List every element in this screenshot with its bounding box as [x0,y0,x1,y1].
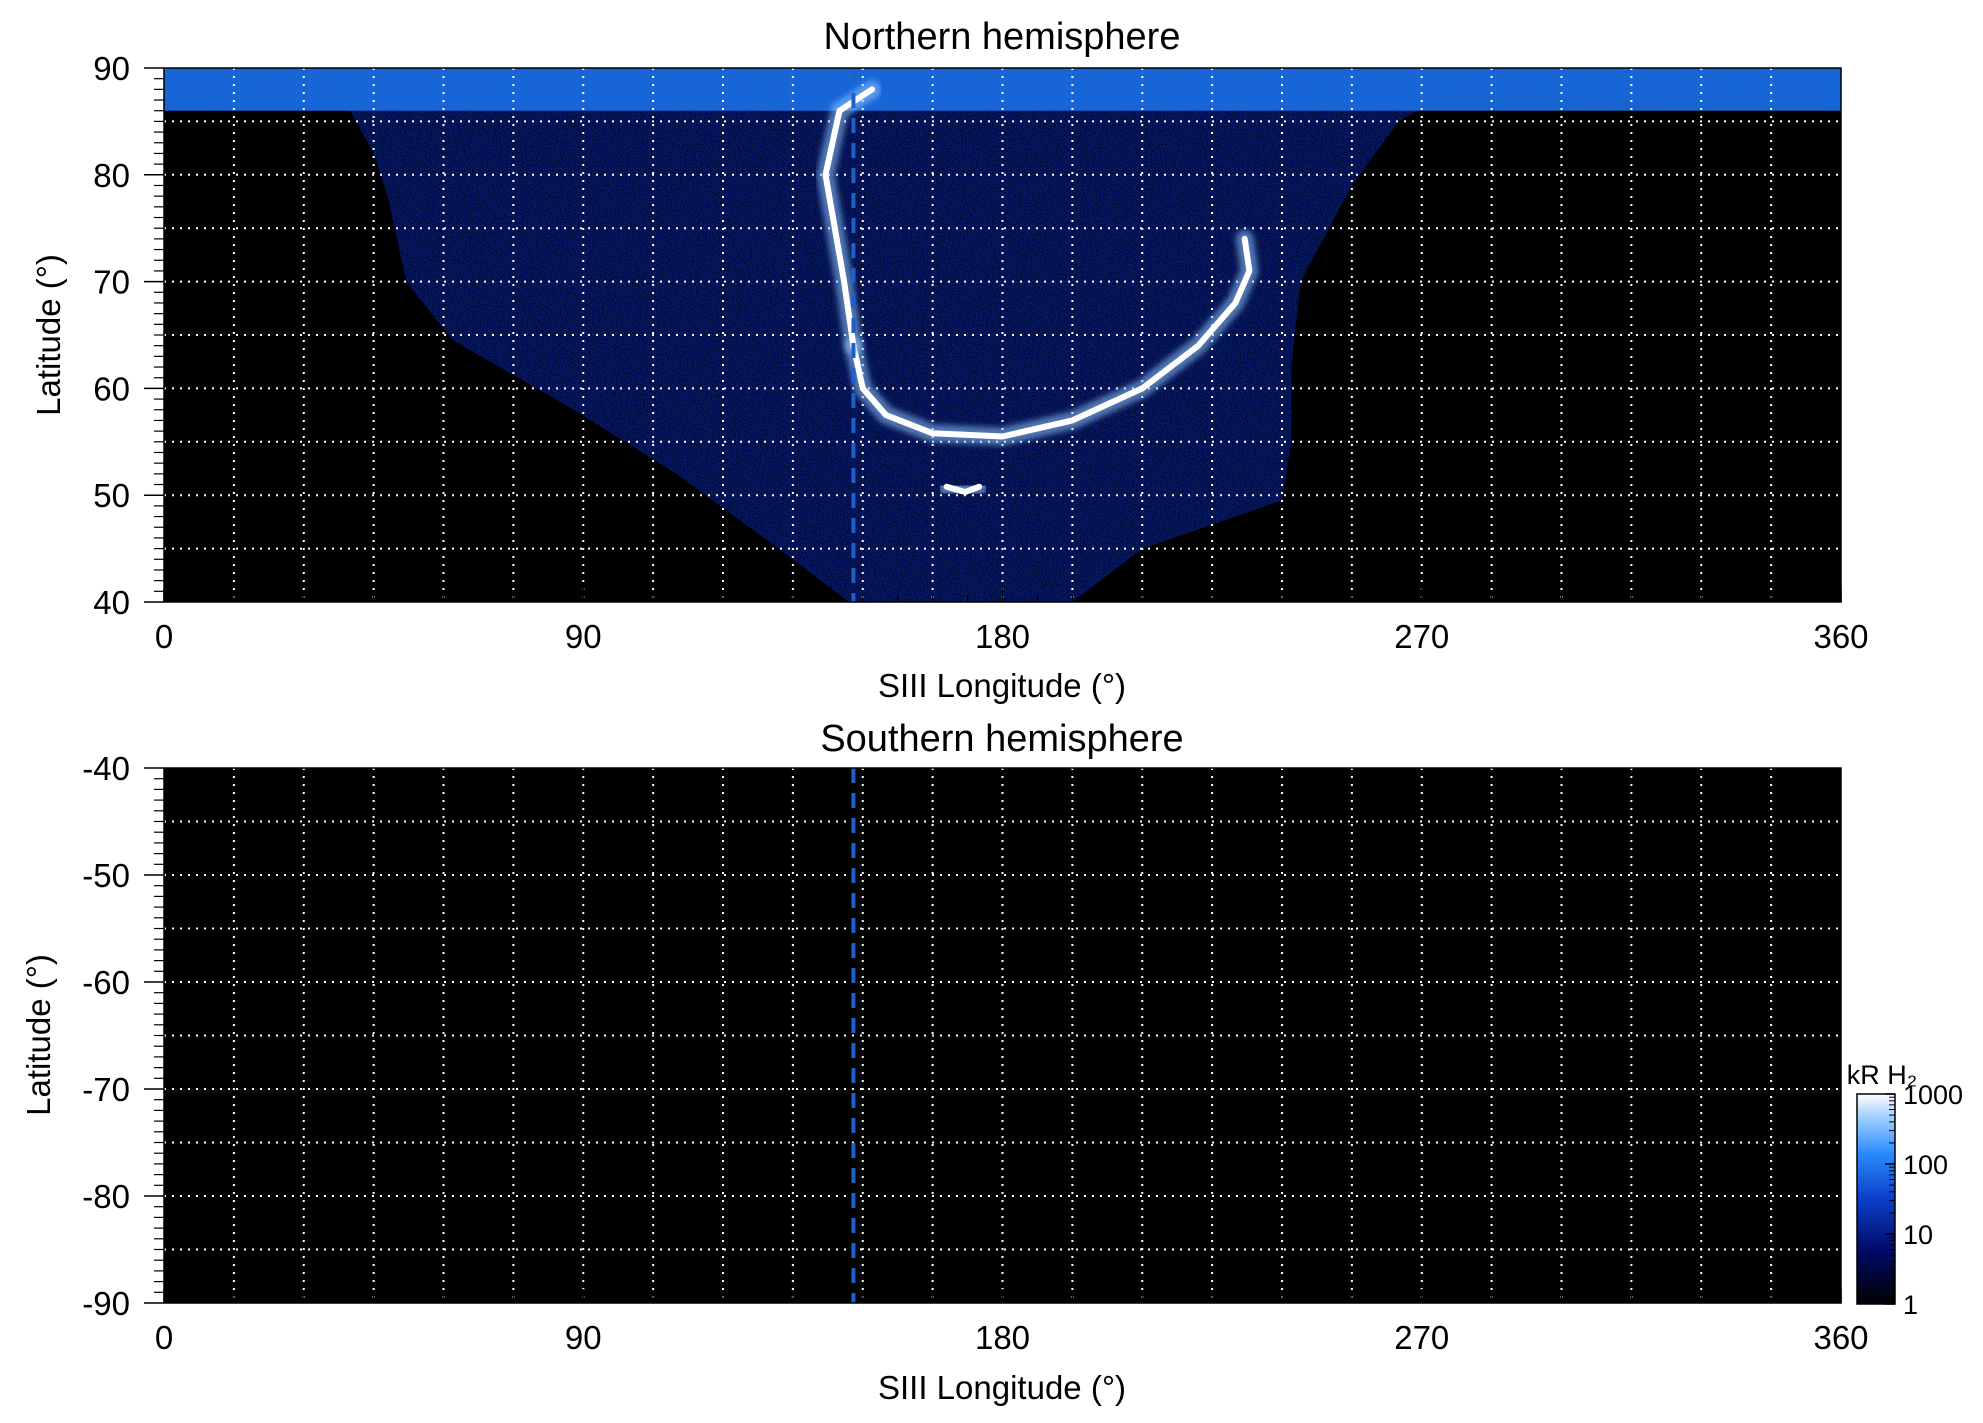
x-tick-label: 270 [1394,1319,1449,1356]
polar-cap-band [164,68,1841,111]
x-tick-label: 180 [975,1319,1030,1356]
colorbar-tick-label: 10 [1903,1220,1933,1250]
y-tick-label: 50 [93,477,130,514]
x-tick-label: 90 [565,618,602,655]
y-tick-label: 70 [93,264,130,301]
southern-axis-ticks: 0 90 180 270 360 -40 -50 -60 -70 -80 -90 [82,750,1868,1356]
colorbar-gradient [1856,1093,1896,1305]
colorbar-tick-label: 1 [1903,1290,1918,1320]
northern-ylabel: Latitude (°) [30,254,67,416]
y-tick-label: 60 [93,370,130,407]
y-tick-label: -40 [82,750,130,787]
colorbar-tick-label: 1000 [1903,1080,1963,1110]
southern-xlabel: SIII Longitude (°) [878,1369,1126,1406]
x-tick-label: 270 [1394,618,1449,655]
colorbar: kR H₂ 1 10 100 1000 [1847,1060,1963,1320]
northern-emission-region [164,68,1841,602]
northern-grid [164,68,1841,602]
southern-ylabel: Latitude (°) [20,954,57,1116]
x-tick-label: 360 [1813,1319,1868,1356]
x-tick-label: 180 [975,618,1030,655]
northern-xlabel: SIII Longitude (°) [878,667,1126,704]
main-auroral-oval [850,235,1253,440]
southern-title: Southern hemisphere [820,718,1183,760]
y-tick-label: -90 [82,1285,130,1322]
x-tick-label: 0 [155,618,173,655]
y-tick-label: -50 [82,857,130,894]
y-tick-label: 80 [93,157,130,194]
northern-auroral-features [816,80,1259,501]
northern-title: Northern hemisphere [824,16,1181,58]
y-tick-label: -80 [82,1178,130,1215]
x-tick-label: 0 [155,1319,173,1356]
southern-grid [164,768,1841,1303]
y-tick-label: 90 [93,50,130,87]
y-tick-label: -60 [82,964,130,1001]
colorbar-ticks: 1 10 100 1000 [1885,1080,1963,1320]
x-tick-label: 360 [1813,618,1868,655]
emission-texture [164,68,1841,602]
dawn-arc [822,86,876,349]
northern-panel: Northern hemisphere 0 90 180 270 360 40 50 60 70… [30,16,1869,704]
southern-panel: Southern hemisphere 0 90 180 270 360 -40 -50 -6… [20,718,1869,1406]
y-tick-label: -70 [82,1071,130,1108]
y-tick-label: 40 [93,584,130,621]
northern-axis-ticks: 0 90 180 270 360 40 50 60 70 80 90 [93,50,1868,655]
footprint-feature [943,483,983,495]
colorbar-label: kR H₂ [1847,1060,1917,1090]
colorbar-tick-label: 100 [1903,1150,1948,1180]
x-tick-label: 90 [565,1319,602,1356]
